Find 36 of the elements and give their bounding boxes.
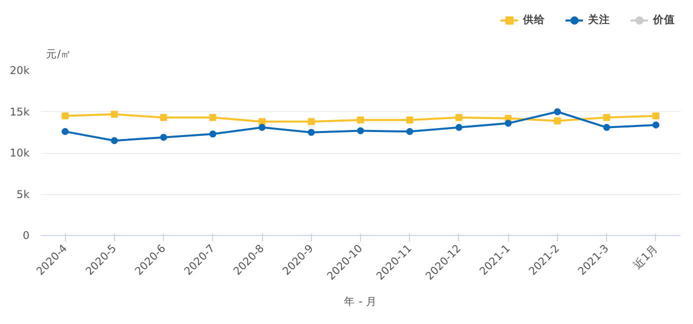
point [160, 114, 168, 122]
point [554, 108, 561, 116]
point [62, 112, 69, 120]
point [652, 112, 660, 120]
y-tick-label: 15k [10, 105, 30, 118]
point [554, 117, 561, 124]
legend-label: 供给 [523, 13, 545, 27]
y-tick-label: 0 [22, 229, 30, 242]
y-tick-label: 20k [10, 64, 30, 77]
point [308, 118, 315, 126]
point [603, 114, 610, 122]
x-axis-title: 年 - 月 [344, 295, 377, 308]
point [357, 127, 364, 134]
point [603, 124, 610, 131]
point [110, 110, 118, 118]
point [258, 118, 266, 126]
y-axis-title: 元/㎡ [46, 48, 72, 60]
point [62, 128, 69, 136]
legend-label: 价值 [653, 13, 675, 27]
point [652, 121, 660, 128]
point [160, 134, 168, 141]
y-tick-label: 10k [10, 146, 30, 160]
point [209, 114, 216, 122]
point [406, 128, 414, 136]
point [258, 124, 266, 131]
point [308, 128, 315, 136]
point [209, 130, 216, 138]
point [455, 114, 462, 122]
point [406, 116, 414, 124]
y-tick-label: 5k [16, 188, 30, 201]
point [357, 116, 364, 124]
legend-label: 关注 [588, 13, 610, 27]
point [504, 120, 512, 127]
point [455, 124, 462, 131]
point [110, 137, 118, 144]
x-tick-label: 近1月 [630, 242, 660, 272]
